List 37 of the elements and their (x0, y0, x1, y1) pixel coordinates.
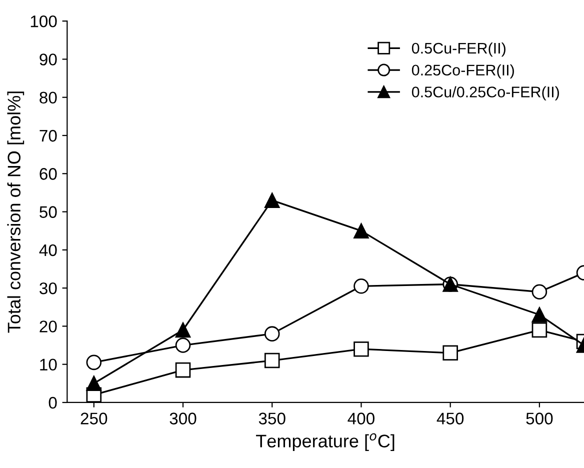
point (175, 362, 191, 378)
y-tick-label: 80 (40, 92, 57, 104)
y-tick-label: 100 (30, 15, 57, 28)
point (354, 278, 369, 294)
y-tick-label: 30 (40, 282, 57, 294)
x-tick-label: 450 (436, 412, 464, 424)
y-tick-label: 60 (40, 168, 57, 180)
legend-label: 0.5Cu/0.25Co-FER(II) (412, 86, 559, 100)
y-tick-label: 10 (40, 358, 57, 371)
y-tick-label: 40 (39, 244, 57, 256)
y-tick-label: 90 (40, 54, 57, 66)
x-tick-label: 500 (526, 412, 553, 424)
y-tick-label: 0 (48, 396, 57, 409)
point (86, 354, 102, 370)
legend-label: 0.25Co-FER(II) (412, 64, 514, 79)
x-tick-label: 400 (348, 412, 374, 424)
point (264, 192, 280, 208)
point (532, 284, 548, 300)
legend-label: 0.5Cu-FER(II) (412, 42, 506, 57)
point (264, 326, 280, 342)
point (354, 341, 369, 357)
point (354, 223, 369, 238)
point (175, 322, 191, 338)
point (532, 307, 548, 322)
y-axis-title: Total conversion of NO [mol%] (7, 92, 24, 333)
x-axis-title: Temperature [$^{o}$C] (256, 433, 394, 452)
x-tick-label: 300 (170, 412, 196, 424)
point (86, 376, 102, 392)
point (175, 338, 191, 353)
y-tick-label: 20 (40, 320, 57, 332)
y-tick-label: 70 (40, 130, 57, 142)
y-tick-label: 50 (40, 206, 57, 218)
point (264, 352, 280, 368)
point (532, 322, 548, 338)
point (442, 345, 458, 361)
x-tick-label: 250 (80, 412, 108, 424)
x-tick-label: 350 (258, 412, 286, 424)
